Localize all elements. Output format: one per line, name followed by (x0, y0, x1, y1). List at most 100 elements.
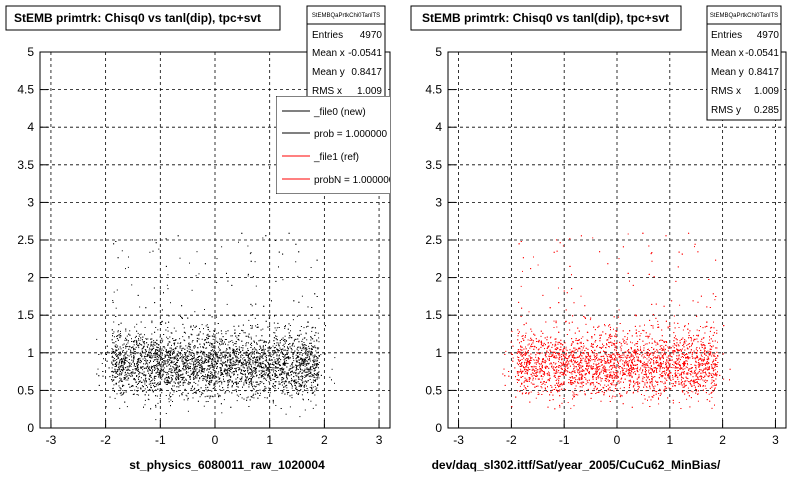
scatter-point (178, 377, 180, 379)
scatter-point (316, 340, 318, 342)
scatter-point (288, 232, 290, 234)
scatter-point (139, 334, 141, 336)
scatter-point (194, 364, 196, 365)
scatter-point (224, 362, 226, 364)
scatter-point (135, 386, 137, 388)
scatter-point (211, 375, 213, 377)
scatter-point (238, 381, 240, 382)
scatter-point (148, 362, 150, 364)
scatter-point (158, 376, 160, 378)
scatter-point (227, 369, 229, 371)
scatter-point (165, 351, 167, 352)
scatter-point (208, 371, 210, 373)
scatter-point (159, 376, 161, 378)
scatter-point (201, 324, 203, 326)
scatter-point (314, 356, 315, 358)
scatter-point (221, 246, 223, 248)
scatter-point (308, 350, 310, 352)
scatter-point (117, 369, 119, 371)
scatter-point (216, 363, 218, 364)
scatter-point (227, 344, 229, 346)
scatter-point (289, 406, 291, 408)
scatter-point (254, 348, 256, 350)
scatter-point (257, 326, 259, 328)
scatter-point (201, 392, 203, 394)
scatter-point (119, 336, 121, 338)
scatter-point (231, 284, 233, 286)
scatter-point (143, 355, 145, 357)
scatter-point (306, 339, 308, 341)
scatter-point (119, 346, 121, 348)
scatter-point (243, 352, 245, 354)
scatter-point (111, 362, 113, 364)
scatter-point (128, 256, 129, 258)
scatter-point (175, 377, 177, 379)
scatter-point (169, 392, 171, 394)
scatter-point (225, 333, 227, 335)
scatter-point (168, 351, 170, 353)
scatter-point (227, 381, 229, 383)
scatter-point (161, 309, 163, 311)
scatter-point (265, 320, 267, 322)
scatter-point (193, 372, 195, 374)
scatter-point (225, 343, 226, 345)
scatter-point (247, 352, 248, 354)
scatter-point (161, 376, 163, 378)
scatter-point (287, 347, 289, 349)
scatter-point (125, 371, 126, 373)
scatter-point (232, 344, 234, 346)
scatter-point (230, 361, 232, 363)
scatter-point (276, 354, 278, 356)
scatter-point (105, 330, 107, 332)
scatter-point (169, 353, 171, 355)
scatter-point (295, 354, 297, 356)
scatter-point (152, 378, 154, 380)
scatter-point (115, 372, 117, 374)
scatter-point (209, 397, 211, 399)
scatter-point (216, 316, 217, 318)
scatter-point (261, 355, 263, 357)
scatter-point (148, 366, 150, 368)
scatter-point (265, 357, 267, 359)
scatter-point (216, 340, 218, 342)
scatter-point (317, 376, 319, 378)
scatter-point (245, 335, 247, 337)
scatter-point (103, 358, 104, 360)
scatter-point (287, 393, 288, 395)
scatter-point (286, 353, 288, 355)
scatter-point (213, 367, 215, 369)
scatter-point (272, 350, 274, 352)
scatter-point (175, 369, 177, 371)
scatter-point (182, 382, 184, 383)
scatter-point (114, 368, 116, 370)
scatter-point (113, 384, 115, 386)
scatter-point (273, 364, 275, 366)
scatter-point (287, 356, 289, 358)
scatter-point (207, 373, 209, 375)
scatter-point (196, 359, 198, 361)
scatter-point (154, 379, 155, 381)
scatter-point (137, 369, 139, 371)
scatter-point (221, 365, 223, 367)
scatter-point (265, 367, 267, 368)
scatter-point (173, 342, 175, 344)
scatter-point (193, 346, 195, 348)
scatter-point (179, 385, 181, 386)
scatter-point (251, 345, 253, 347)
scatter-point (207, 335, 209, 337)
scatter-point (224, 341, 225, 343)
scatter-point (236, 382, 237, 384)
scatter-point (226, 361, 228, 363)
scatter-point (233, 371, 235, 373)
scatter-point (193, 378, 195, 380)
scatter-point (289, 357, 291, 359)
scatter-point (250, 252, 252, 254)
scatter-point (165, 265, 167, 267)
scatter-point (199, 343, 201, 345)
scatter-point (190, 352, 192, 354)
scatter-point (144, 327, 146, 328)
scatter-point (256, 343, 258, 345)
scatter-point (126, 350, 128, 352)
scatter-point (186, 371, 187, 373)
scatter-point (250, 344, 251, 346)
